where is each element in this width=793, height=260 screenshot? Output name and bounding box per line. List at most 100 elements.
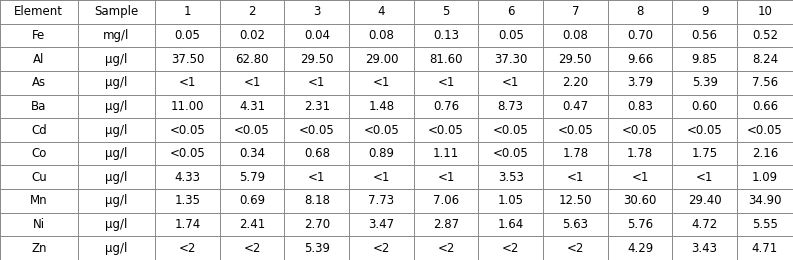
Text: μg/l: μg/l <box>105 147 128 160</box>
Text: 1.78: 1.78 <box>562 147 588 160</box>
Text: 1.09: 1.09 <box>752 171 778 184</box>
Text: 9.85: 9.85 <box>691 53 718 66</box>
Text: 0.05: 0.05 <box>498 29 523 42</box>
Text: <1: <1 <box>373 76 390 89</box>
Text: 1.11: 1.11 <box>433 147 459 160</box>
Text: 0.89: 0.89 <box>369 147 394 160</box>
Text: Zn: Zn <box>31 242 47 255</box>
Text: 81.60: 81.60 <box>429 53 463 66</box>
Text: <2: <2 <box>373 242 390 255</box>
Text: 2.20: 2.20 <box>562 76 588 89</box>
Text: 0.70: 0.70 <box>627 29 653 42</box>
Text: 1.35: 1.35 <box>174 194 201 207</box>
Text: 1: 1 <box>184 5 191 18</box>
Text: μg/l: μg/l <box>105 124 128 136</box>
Text: 1.05: 1.05 <box>498 194 523 207</box>
Text: 1.75: 1.75 <box>691 147 718 160</box>
Text: 37.50: 37.50 <box>170 53 204 66</box>
Text: <0.05: <0.05 <box>557 124 593 136</box>
Text: 2.87: 2.87 <box>433 218 459 231</box>
Text: <0.05: <0.05 <box>363 124 400 136</box>
Text: <2: <2 <box>567 242 584 255</box>
Text: 29.50: 29.50 <box>558 53 592 66</box>
Text: 3.53: 3.53 <box>498 171 523 184</box>
Text: Ba: Ba <box>31 100 47 113</box>
Text: 2.41: 2.41 <box>239 218 265 231</box>
Text: 0.68: 0.68 <box>304 147 330 160</box>
Text: Sample: Sample <box>94 5 139 18</box>
Text: <1: <1 <box>178 76 196 89</box>
Text: <0.05: <0.05 <box>170 124 205 136</box>
Text: 62.80: 62.80 <box>236 53 269 66</box>
Text: 5.55: 5.55 <box>752 218 778 231</box>
Text: 8: 8 <box>636 5 644 18</box>
Text: <1: <1 <box>567 171 584 184</box>
Text: 0.13: 0.13 <box>433 29 459 42</box>
Text: 29.00: 29.00 <box>365 53 398 66</box>
Text: <1: <1 <box>502 76 519 89</box>
Text: Co: Co <box>31 147 47 160</box>
Text: <1: <1 <box>438 76 454 89</box>
Text: 7.06: 7.06 <box>433 194 459 207</box>
Text: <0.05: <0.05 <box>687 124 722 136</box>
Text: <0.05: <0.05 <box>299 124 335 136</box>
Text: 1.64: 1.64 <box>497 218 524 231</box>
Text: 0.05: 0.05 <box>174 29 201 42</box>
Text: <2: <2 <box>178 242 196 255</box>
Text: <1: <1 <box>631 171 649 184</box>
Text: 8.73: 8.73 <box>498 100 523 113</box>
Text: <1: <1 <box>308 76 325 89</box>
Text: <2: <2 <box>243 242 261 255</box>
Text: 0.52: 0.52 <box>752 29 778 42</box>
Text: <0.05: <0.05 <box>428 124 464 136</box>
Text: 9.66: 9.66 <box>627 53 653 66</box>
Text: μg/l: μg/l <box>105 76 128 89</box>
Text: 12.50: 12.50 <box>558 194 592 207</box>
Text: 4: 4 <box>377 5 385 18</box>
Text: μg/l: μg/l <box>105 53 128 66</box>
Text: 11.00: 11.00 <box>170 100 205 113</box>
Text: <2: <2 <box>438 242 454 255</box>
Text: 0.69: 0.69 <box>239 194 265 207</box>
Text: μg/l: μg/l <box>105 242 128 255</box>
Text: 8.18: 8.18 <box>304 194 330 207</box>
Text: 10: 10 <box>757 5 772 18</box>
Text: Element: Element <box>14 5 63 18</box>
Text: 2.16: 2.16 <box>752 147 778 160</box>
Text: μg/l: μg/l <box>105 218 128 231</box>
Text: 4.29: 4.29 <box>627 242 653 255</box>
Text: 0.04: 0.04 <box>304 29 330 42</box>
Text: 0.08: 0.08 <box>562 29 588 42</box>
Text: mg/l: mg/l <box>103 29 129 42</box>
Text: 0.60: 0.60 <box>691 100 718 113</box>
Text: 5.39: 5.39 <box>691 76 718 89</box>
Text: 4.72: 4.72 <box>691 218 718 231</box>
Text: Ni: Ni <box>33 218 45 231</box>
Text: μg/l: μg/l <box>105 100 128 113</box>
Text: 0.02: 0.02 <box>239 29 265 42</box>
Text: <0.05: <0.05 <box>234 124 270 136</box>
Text: 8.24: 8.24 <box>752 53 778 66</box>
Text: <2: <2 <box>502 242 519 255</box>
Text: 29.50: 29.50 <box>300 53 334 66</box>
Text: 0.66: 0.66 <box>752 100 778 113</box>
Text: μg/l: μg/l <box>105 194 128 207</box>
Text: 1.48: 1.48 <box>369 100 394 113</box>
Text: μg/l: μg/l <box>105 171 128 184</box>
Text: 3: 3 <box>313 5 320 18</box>
Text: 37.30: 37.30 <box>494 53 527 66</box>
Text: 7.73: 7.73 <box>369 194 394 207</box>
Text: 0.34: 0.34 <box>239 147 265 160</box>
Text: <1: <1 <box>308 171 325 184</box>
Text: 7.56: 7.56 <box>752 76 778 89</box>
Text: 5.63: 5.63 <box>562 218 588 231</box>
Text: 1.74: 1.74 <box>174 218 201 231</box>
Text: 34.90: 34.90 <box>749 194 782 207</box>
Text: Al: Al <box>33 53 44 66</box>
Text: 3.79: 3.79 <box>627 76 653 89</box>
Text: 30.60: 30.60 <box>623 194 657 207</box>
Text: Fe: Fe <box>33 29 45 42</box>
Text: 5.79: 5.79 <box>239 171 265 184</box>
Text: 29.40: 29.40 <box>688 194 722 207</box>
Text: 2.70: 2.70 <box>304 218 330 231</box>
